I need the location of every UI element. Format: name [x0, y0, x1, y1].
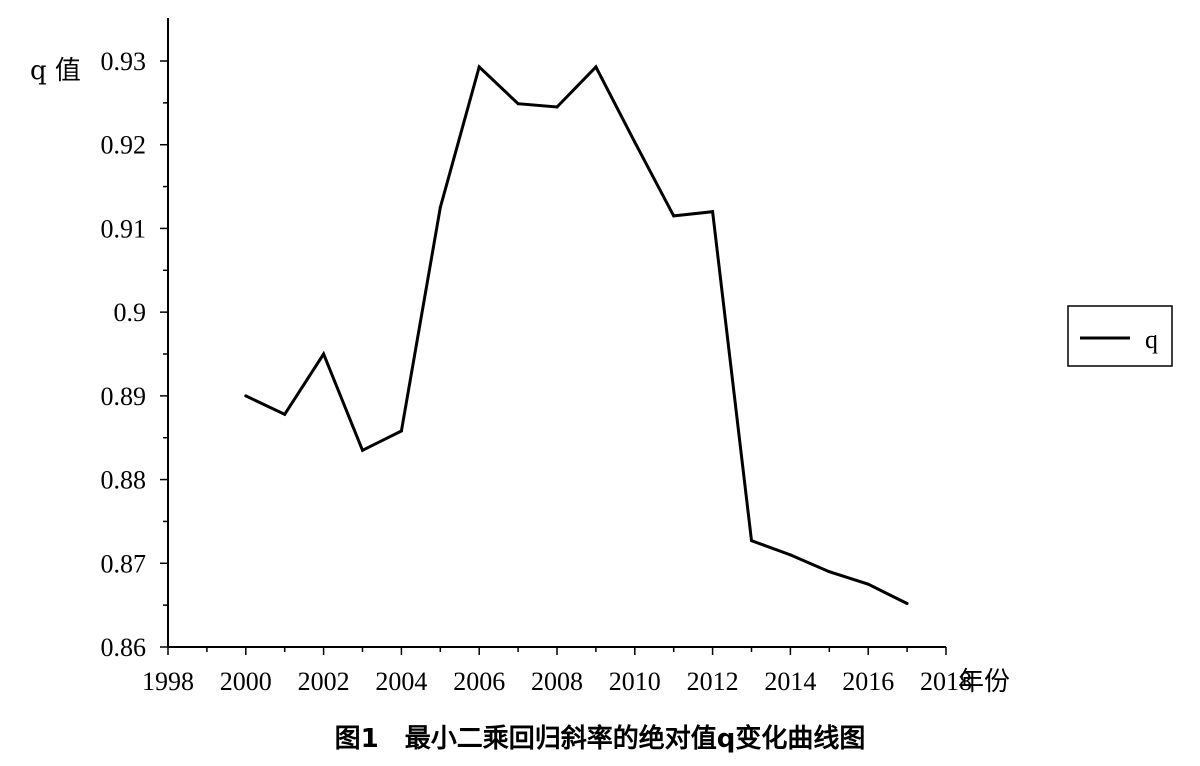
- series-line-q: [245, 64, 908, 605]
- y-tick-label: 0.87: [101, 549, 147, 578]
- x-tick-label: 2018: [920, 667, 972, 696]
- data-point: [672, 214, 676, 218]
- y-tick-label: 0.93: [101, 47, 147, 76]
- y-tick-label: 0.92: [101, 131, 147, 160]
- y-tick-label: 0.86: [101, 633, 147, 662]
- y-tick-label: 0.89: [101, 382, 147, 411]
- data-point: [866, 582, 870, 586]
- data-point: [750, 539, 753, 543]
- data-point: [438, 206, 442, 209]
- y-tick-label: 0.88: [101, 466, 147, 495]
- line-chart: 1998 2000 2002 2004 2006 2008 2010 2012 2014 2016…: [30, 18, 1173, 697]
- y-tick-label: 0.9: [114, 298, 147, 327]
- data-point: [788, 553, 792, 557]
- x-tick-label: 2008: [531, 667, 583, 696]
- figure-caption: 图1 最小二乘回归斜率的绝对值q变化曲线图: [334, 724, 866, 754]
- data-point: [711, 210, 715, 214]
- data-point: [477, 65, 481, 69]
- y-axis-title: q 值: [30, 56, 81, 86]
- x-tick-label: 2004: [375, 667, 427, 696]
- data-point: [594, 65, 598, 69]
- data-point: [322, 352, 326, 356]
- x-tick-label: 1998: [142, 667, 194, 696]
- data-point: [244, 394, 248, 398]
- x-tick-label: 2002: [298, 667, 350, 696]
- data-point: [827, 570, 831, 574]
- data-point: [516, 102, 520, 106]
- x-axis-ticks: 1998 2000 2002 2004 2006 2008 2010 2012 2014 2016…: [142, 647, 972, 696]
- x-tick-label: 2014: [764, 667, 816, 696]
- chart-legend: q: [1067, 305, 1173, 367]
- legend-label: q: [1145, 325, 1158, 354]
- x-tick-label: 2010: [609, 667, 661, 696]
- y-tick-label: 0.91: [101, 214, 147, 243]
- data-point: [283, 412, 287, 416]
- legend-box: [1067, 305, 1173, 367]
- x-tick-label: 2000: [220, 667, 272, 696]
- x-tick-label: 2016: [842, 667, 894, 696]
- x-tick-label: 2012: [687, 667, 739, 696]
- x-axis-title: 年份: [958, 667, 1010, 697]
- data-point: [361, 448, 364, 452]
- y-axis-ticks: 0.86 0.87 0.88 0.89 0.9 0.91 0.92 0.93: [101, 47, 168, 662]
- x-tick-label: 2006: [453, 667, 505, 696]
- data-point: [399, 429, 403, 433]
- chart-axes: [167, 18, 946, 648]
- data-point: [905, 601, 909, 605]
- data-point: [633, 140, 637, 144]
- data-point: [555, 105, 559, 109]
- chart-series: [244, 64, 909, 605]
